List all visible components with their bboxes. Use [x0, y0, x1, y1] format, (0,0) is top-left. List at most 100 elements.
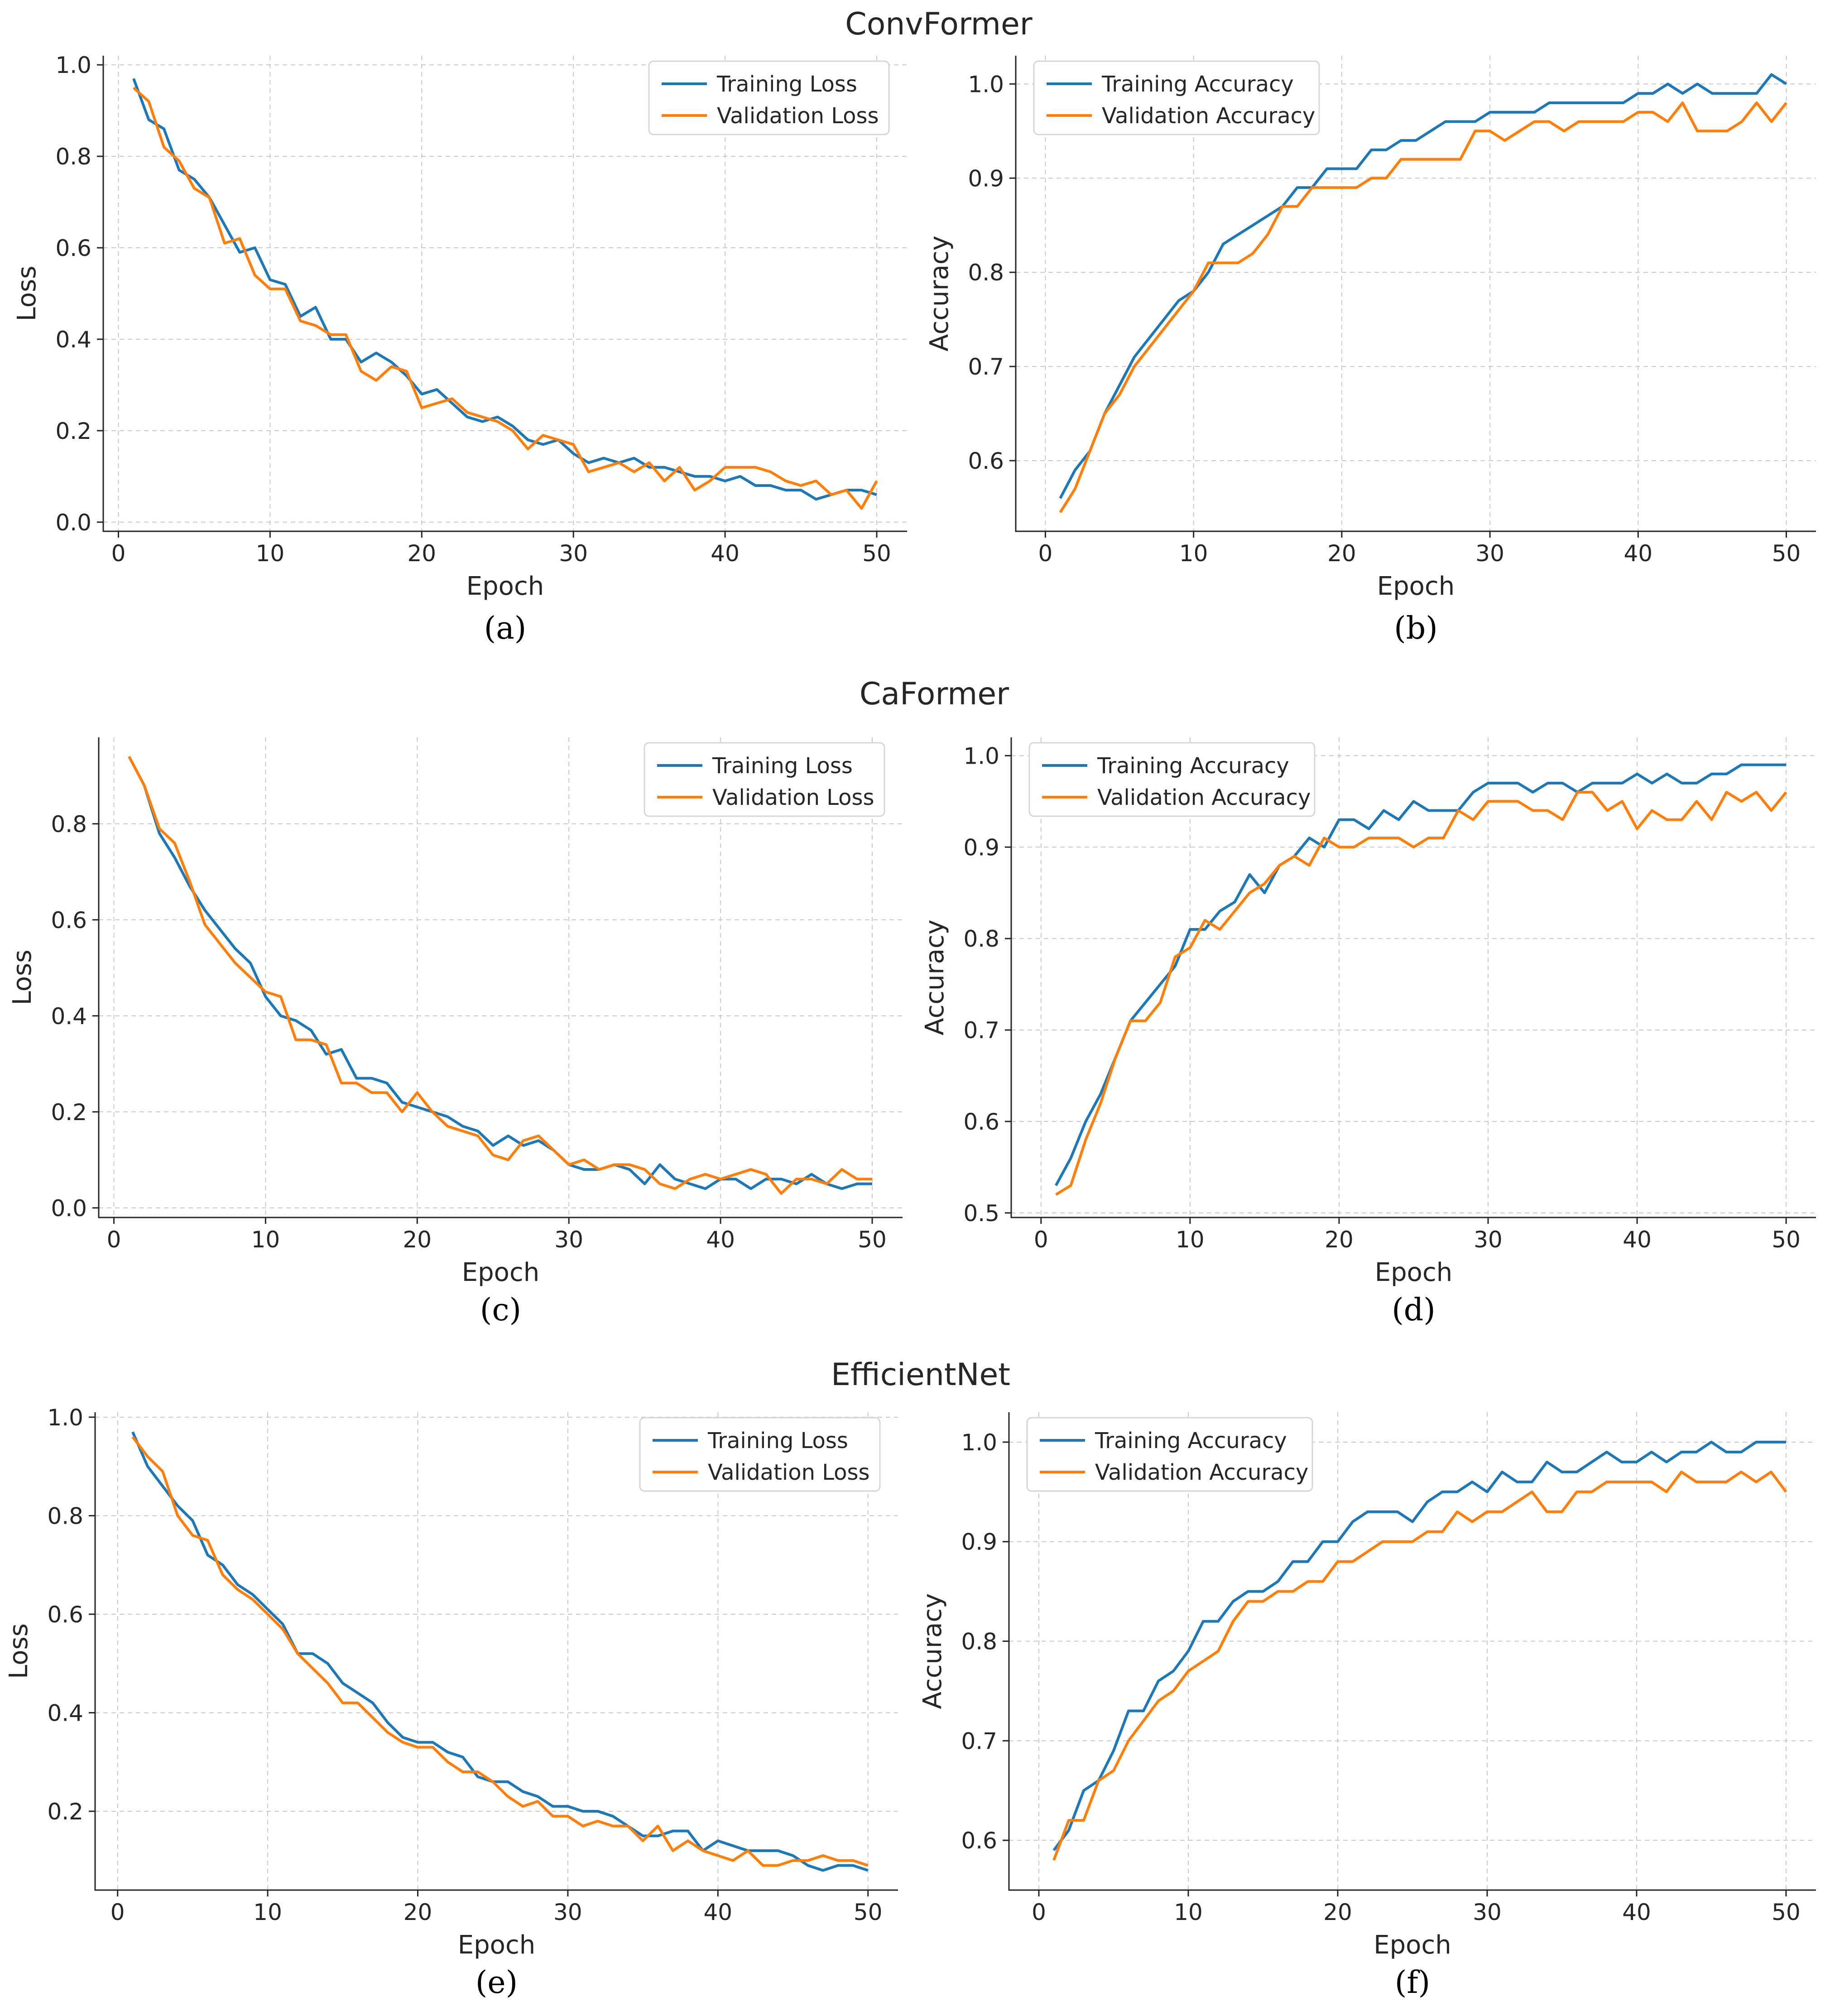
y-tick-label: 0.5	[963, 1200, 999, 1227]
y-tick-label: 0.8	[961, 1629, 997, 1655]
legend: Training Loss Validation Loss	[639, 1417, 881, 1492]
chart-panel-b-convformer-accuracy: 0 10 20 30 40 50 0.6 0.7 0.8 0.9 1.0 Epoch Accuracy T…	[925, 56, 1816, 646]
y-tick-label: 0.8	[963, 926, 999, 952]
x-tick-label: 30	[553, 1899, 582, 1925]
legend: Training Accuracy Validation Accuracy	[1033, 60, 1320, 135]
x-axis-label: Epoch	[458, 1930, 535, 1960]
legend-label-training: Training Loss	[716, 72, 857, 97]
panel-caption: (e)	[475, 1965, 518, 2001]
x-tick-label: 20	[1327, 540, 1356, 567]
axis-spines	[1015, 56, 1816, 532]
legend-label-training: Training Loss	[707, 1428, 848, 1453]
y-tick-label: 0.8	[47, 1503, 83, 1529]
group-title-convformer: ConvFormer	[845, 6, 1033, 42]
x-tick-label: 0	[1034, 1227, 1048, 1253]
axis-spines	[1010, 737, 1816, 1218]
x-axis-label: Epoch	[462, 1258, 539, 1287]
series-line-validation	[1052, 1470, 1787, 1861]
legend-label-training: Training Accuracy	[1097, 753, 1289, 779]
y-tick-label: 0.2	[47, 1799, 83, 1825]
axis-spines	[98, 737, 903, 1218]
y-tick-label: 1.0	[961, 1429, 997, 1456]
x-tick-label: 50	[862, 540, 891, 567]
legend-label-validation: Validation Accuracy	[1097, 785, 1311, 810]
x-tick-label: 10	[1179, 540, 1208, 567]
y-tick-label: 0.8	[51, 811, 87, 837]
series-line-validation	[132, 87, 878, 510]
y-tick-label: 0.7	[963, 1017, 999, 1044]
y-tick-label: 0.4	[51, 1003, 87, 1030]
x-tick-label: 20	[1323, 1899, 1352, 1925]
legend-box	[1028, 742, 1316, 817]
x-tick-label: 20	[407, 540, 436, 567]
x-tick-label: 10	[251, 1227, 280, 1253]
y-tick-label: 0.6	[961, 1828, 997, 1854]
y-axis-label: Accuracy	[925, 236, 954, 351]
series-line-training	[128, 756, 872, 1190]
series-line-validation	[1059, 101, 1787, 513]
legend-box	[1026, 1417, 1313, 1492]
x-tick-label: 40	[706, 1227, 735, 1253]
series-line-validation	[1055, 791, 1787, 1196]
y-axis-label: Accuracy	[918, 1593, 947, 1709]
y-tick-label: 0.2	[55, 418, 91, 444]
y-tick-label: 0.4	[47, 1700, 83, 1726]
y-tick-label: 0.6	[47, 1602, 83, 1628]
series-line-validation	[128, 756, 872, 1195]
legend: Training Loss Validation Loss	[648, 60, 890, 135]
x-axis-label: Epoch	[1377, 572, 1455, 601]
series-line-training	[1055, 763, 1787, 1186]
y-tick-label: 0.6	[968, 448, 1004, 474]
x-tick-label: 30	[554, 1227, 583, 1253]
y-tick-label: 0.9	[961, 1529, 997, 1555]
x-axis-label: Epoch	[1375, 1258, 1452, 1287]
y-tick-label: 0.6	[55, 235, 91, 261]
chart-panel-c-caformer-loss: 0 10 20 30 40 50 0.0 0.2 0.4 0.6 0.8 Epoch Loss Train…	[8, 737, 903, 1328]
legend-box	[644, 742, 885, 817]
chart-panel-a-convformer-loss: 0 10 20 30 40 50 0.0 0.2 0.4 0.6 0.8 1.0 Epoch Loss Tr…	[12, 52, 907, 646]
legend-label-validation: Validation Accuracy	[1095, 1460, 1308, 1485]
legend-label-validation: Validation Loss	[708, 1460, 870, 1485]
y-tick-label: 0.6	[51, 907, 87, 933]
legend-box	[1033, 60, 1320, 135]
legend-label-validation: Validation Accuracy	[1102, 103, 1315, 129]
legend-label-training: Training Loss	[712, 753, 853, 779]
legend: Training Accuracy Validation Accuracy	[1026, 1417, 1313, 1492]
x-tick-label: 0	[1032, 1899, 1046, 1925]
y-tick-label: 0.8	[968, 260, 1004, 286]
y-tick-label: 0.6	[963, 1109, 999, 1135]
y-axis-label: Loss	[4, 1623, 34, 1679]
x-tick-label: 10	[253, 1899, 282, 1925]
legend: Training Accuracy Validation Accuracy	[1028, 742, 1316, 817]
y-tick-label: 0.4	[55, 327, 91, 353]
x-tick-label: 50	[854, 1899, 883, 1925]
x-axis-label: Epoch	[466, 572, 544, 601]
series-line-training	[1052, 1440, 1786, 1851]
y-axis-label: Loss	[12, 266, 42, 322]
x-tick-label: 0	[1038, 540, 1053, 567]
group-title-caformer: CaFormer	[860, 676, 1009, 712]
x-tick-label: 20	[1325, 1227, 1354, 1253]
x-tick-label: 50	[1772, 540, 1801, 567]
legend-label-validation: Validation Loss	[717, 103, 879, 129]
legend: Training Loss Validation Loss	[644, 742, 885, 817]
x-tick-label: 0	[111, 540, 126, 567]
y-tick-label: 1.0	[963, 743, 999, 769]
x-tick-label: 40	[1623, 1227, 1652, 1253]
panel-caption: (a)	[484, 611, 527, 646]
y-tick-label: 1.0	[47, 1405, 83, 1431]
y-tick-label: 0.7	[961, 1728, 997, 1754]
y-tick-label: 0.0	[55, 510, 91, 536]
y-axis-label: Accuracy	[920, 919, 950, 1035]
x-tick-label: 20	[403, 1227, 432, 1253]
x-tick-label: 20	[403, 1899, 432, 1925]
x-tick-label: 30	[559, 540, 588, 567]
series-line-validation	[131, 1436, 869, 1867]
legend-label-training: Training Accuracy	[1101, 72, 1294, 97]
y-tick-label: 1.0	[55, 52, 91, 78]
x-tick-label: 40	[711, 540, 740, 567]
x-tick-label: 50	[1772, 1227, 1801, 1253]
x-tick-label: 0	[107, 1227, 121, 1253]
panel-caption: (c)	[480, 1292, 521, 1328]
x-tick-label: 10	[256, 540, 285, 567]
